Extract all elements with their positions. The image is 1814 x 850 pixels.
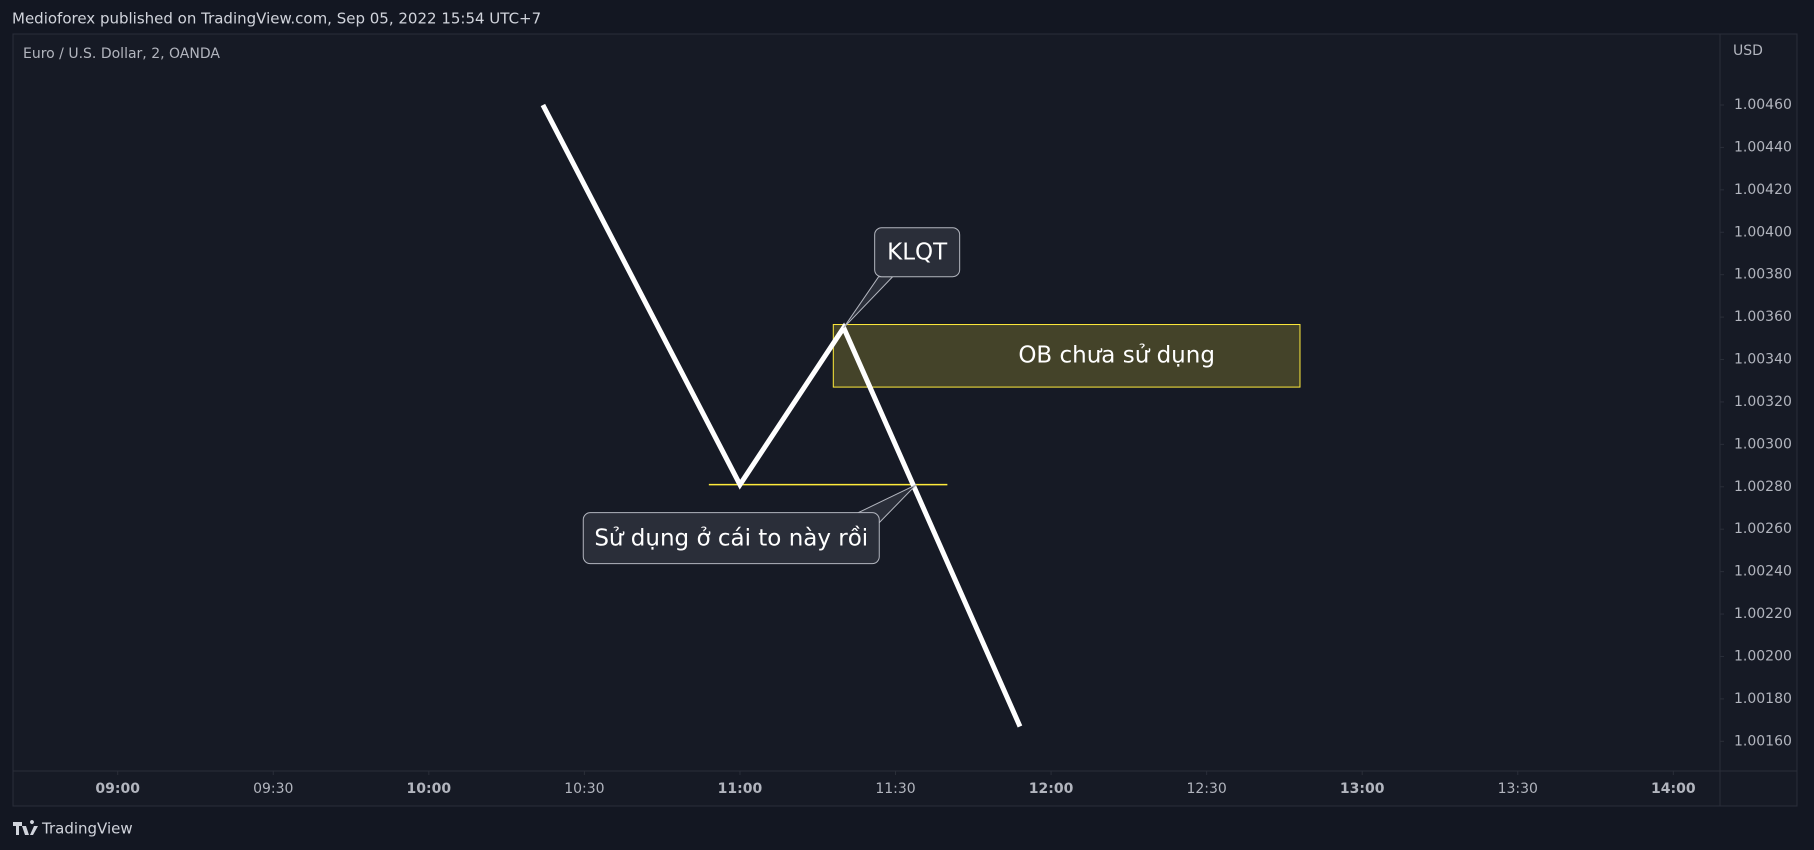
callout-text: KLQT bbox=[887, 240, 948, 266]
x-tick-label: 11:00 bbox=[718, 781, 763, 797]
x-tick-label: 09:30 bbox=[253, 781, 293, 797]
x-tick-label: 10:30 bbox=[564, 781, 604, 797]
footer: TradingView bbox=[41, 820, 133, 838]
header: Medioforex published on TradingView.com,… bbox=[12, 10, 541, 28]
y-tick-label: 1.00180 bbox=[1734, 691, 1792, 707]
y-tick-label: 1.00440 bbox=[1734, 139, 1792, 155]
x-tick-label: 12:00 bbox=[1029, 781, 1074, 797]
logo: TradingView bbox=[13, 820, 133, 838]
order-block bbox=[832, 324, 1301, 388]
callout-text: Sử dụng ở cái to này rồi bbox=[594, 526, 868, 552]
y-tick-label: 1.00260 bbox=[1734, 521, 1792, 537]
y-tick-label: 1.00420 bbox=[1734, 182, 1792, 198]
y-tick-label: 1.00240 bbox=[1734, 564, 1792, 580]
x-tick-label: 14:00 bbox=[1651, 781, 1696, 797]
y-tick-label: 1.00160 bbox=[1734, 733, 1792, 749]
y-tick-label: 1.00320 bbox=[1734, 394, 1792, 410]
currency: USD bbox=[1733, 43, 1763, 59]
x-tick-label: 13:30 bbox=[1498, 781, 1538, 797]
x-tick-label: 13:00 bbox=[1340, 781, 1385, 797]
y-tick-label: 1.00220 bbox=[1734, 606, 1792, 622]
y-tick-label: 1.00200 bbox=[1734, 648, 1792, 664]
y-tick-label: 1.00300 bbox=[1734, 436, 1792, 452]
y-tick-label: 1.00460 bbox=[1734, 97, 1792, 113]
x-tick-label: 11:30 bbox=[875, 781, 915, 797]
y-tick-label: 1.00340 bbox=[1734, 352, 1792, 368]
symbol-title: Euro / U.S. Dollar, 2, OANDA bbox=[23, 46, 220, 62]
callout-box bbox=[582, 512, 880, 565]
y-tick-label: 1.00380 bbox=[1734, 267, 1792, 283]
order-block-label: OB chưa sử dụng bbox=[1018, 342, 1215, 368]
y-tick-label: 1.00280 bbox=[1734, 479, 1792, 495]
chart-frame bbox=[12, 33, 1798, 807]
y-tick-label: 1.00360 bbox=[1734, 309, 1792, 325]
x-tick-label: 12:30 bbox=[1186, 781, 1226, 797]
y-tick-label: 1.00400 bbox=[1734, 224, 1792, 240]
callout-box bbox=[874, 227, 961, 278]
price-line bbox=[540, 103, 1023, 728]
x-tick-label: 10:00 bbox=[407, 781, 452, 797]
x-tick-label: 09:00 bbox=[95, 781, 140, 797]
